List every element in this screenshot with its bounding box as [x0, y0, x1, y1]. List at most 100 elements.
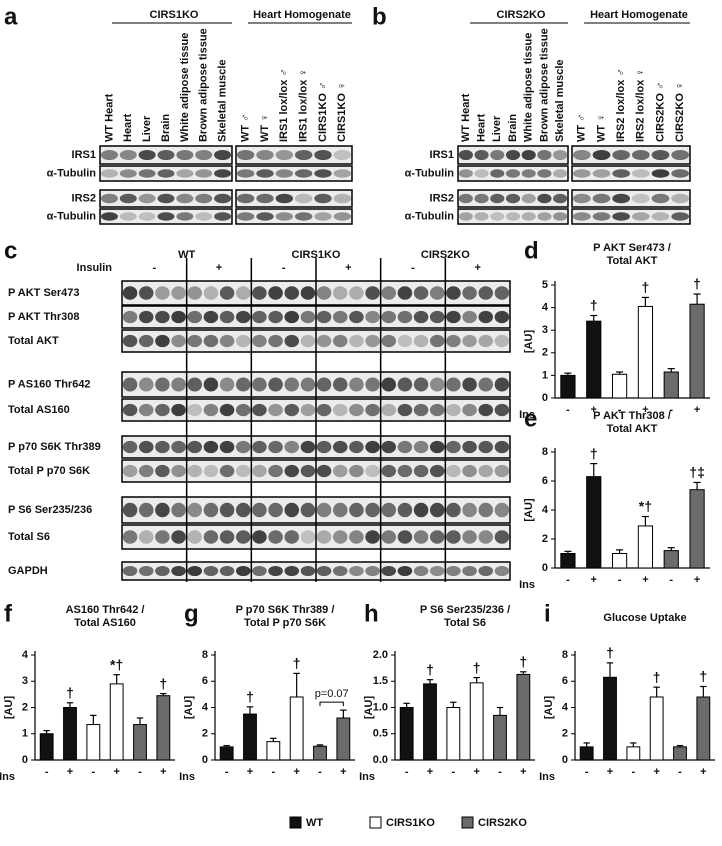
blot-band: [155, 464, 170, 478]
blot-band: [397, 334, 413, 348]
blot-band: [138, 334, 154, 348]
row-label: α-Tubulin: [405, 167, 455, 179]
blot-band: [474, 169, 489, 178]
significance-label: †: [519, 654, 527, 670]
condition-label: +: [345, 262, 351, 274]
blot-band: [349, 310, 364, 324]
blot-band: [138, 149, 156, 161]
comparison-bracket: [319, 701, 344, 707]
significance-label: †: [693, 276, 701, 292]
blot-band: [268, 286, 283, 300]
treatment-label: Insulin: [77, 262, 113, 274]
blot-band: [171, 310, 186, 324]
blot-band: [612, 149, 631, 161]
blot-band: [219, 502, 235, 518]
blot-band: [349, 464, 364, 478]
blot-band: [349, 286, 364, 300]
blot-band: [592, 193, 611, 204]
blot-band: [397, 530, 413, 544]
blot-band: [333, 193, 352, 204]
blot-band: [122, 286, 138, 300]
y-tick-label: 2: [542, 347, 548, 359]
blot-band: [316, 502, 332, 518]
blot-band: [631, 193, 650, 204]
lane-label: Brown adipose tissue: [538, 28, 550, 142]
legend-label: CIRS1KO: [386, 817, 435, 829]
blot-band: [365, 530, 380, 544]
blot-band: [381, 440, 397, 454]
bar: [156, 695, 171, 761]
blot-band: [397, 403, 413, 417]
bar: [689, 489, 705, 569]
blot-band: [332, 286, 348, 300]
lane-label: CIRS2KO ♂: [654, 82, 666, 142]
blot-band: [572, 149, 591, 161]
blot-band: [316, 377, 332, 392]
blot-band: [187, 440, 203, 454]
blot-band: [171, 286, 186, 300]
blot-band: [284, 440, 300, 454]
blot-band: [195, 212, 213, 221]
blot-band: [494, 334, 510, 348]
blot-band: [381, 502, 397, 518]
blot-band: [446, 334, 461, 348]
blot-band: [252, 530, 267, 544]
blot-band: [314, 149, 332, 161]
bar: [313, 745, 327, 761]
blot-band: [458, 212, 473, 221]
x-tick-label: +: [591, 404, 597, 416]
blot-band: [462, 403, 477, 417]
condition-label: -: [411, 262, 415, 274]
blot-band: [671, 212, 690, 221]
blot-band: [203, 377, 219, 392]
blot-band: [187, 377, 203, 392]
blot-band: [122, 530, 138, 544]
blot-band: [268, 464, 283, 478]
x-tick-label: -: [678, 766, 682, 778]
blot-band: [478, 464, 494, 478]
blot-band: [214, 149, 232, 161]
bar: [399, 707, 414, 761]
condition-label: -: [152, 262, 156, 274]
blot-band: [365, 464, 380, 478]
blot-band: [219, 286, 235, 300]
blot-band: [333, 149, 352, 161]
significance-label: †: [590, 297, 598, 313]
y-tick-label: 3: [542, 324, 548, 336]
legend-swatch: [461, 816, 474, 829]
blot-band: [235, 530, 251, 544]
blot-band: [413, 310, 429, 324]
bar: [611, 553, 628, 569]
blot-band: [284, 502, 300, 518]
blot-band: [203, 440, 219, 454]
blot-band: [478, 530, 494, 544]
blot-band: [462, 310, 477, 324]
blot-band: [494, 464, 510, 478]
blot-band: [397, 565, 413, 577]
blot-band: [100, 149, 118, 161]
blot-band: [284, 334, 300, 348]
blot-band: [284, 530, 300, 544]
blot-band: [138, 212, 156, 221]
comparison-label: p=0.07: [315, 688, 349, 700]
blot-band: [187, 565, 203, 577]
y-tick-label: 4: [22, 649, 29, 661]
x-axis-label: Ins: [359, 771, 375, 783]
blot-band: [236, 212, 255, 221]
significance-label: †: [606, 645, 614, 661]
blot-band: [537, 212, 552, 221]
blot-band: [268, 310, 283, 324]
significance-label: *†: [639, 498, 652, 514]
blot-band: [268, 530, 283, 544]
blot-band: [490, 169, 505, 178]
blot-band: [521, 149, 536, 161]
bar: [689, 303, 705, 399]
blot-band: [203, 464, 219, 478]
blot-band: [462, 502, 477, 518]
blot-band: [429, 310, 445, 324]
blot-band: [429, 530, 445, 544]
blot-band: [365, 502, 380, 518]
bar: [469, 682, 484, 761]
blot-band: [235, 565, 251, 577]
blot-band: [478, 286, 494, 300]
